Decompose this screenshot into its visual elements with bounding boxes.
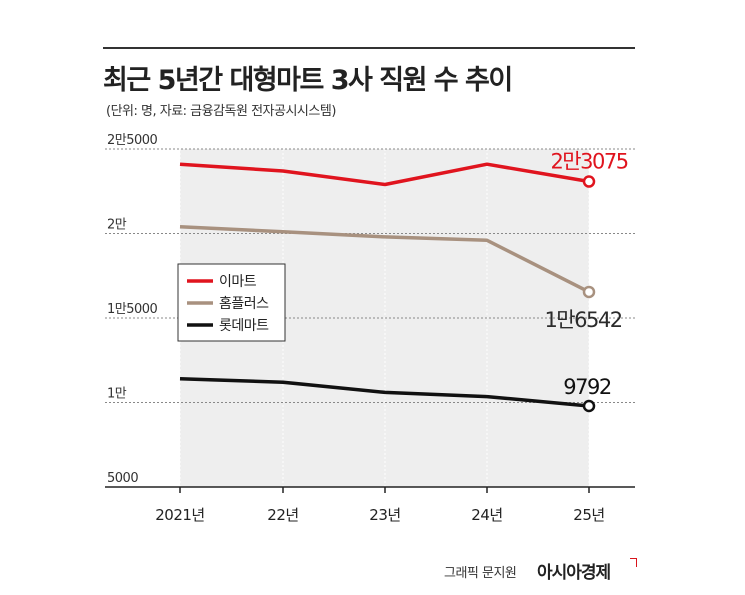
x-tick-label: 25년 [573,506,604,524]
series-end-marker [582,175,596,188]
x-tick-label: 23년 [369,506,400,524]
x-tick-labels: 2021년 22년 23년 24년 25년 [155,506,605,524]
x-tick-label: 22년 [267,506,298,524]
brand-mark-icon [630,558,637,567]
series-end-label: 1만6542 [544,308,621,332]
series-lines [179,162,596,413]
chart-subtitle: (단위: 명, 자료: 금융감독원 전자공시시스템) [106,104,336,119]
x-tick-label: 24년 [471,506,502,524]
legend-label: 홈플러스 [219,296,269,312]
y-tick-label: 1만5000 [107,302,158,317]
series-end-marker [582,399,596,413]
x-tick-label: 2021년 [155,506,204,524]
x-axis [105,486,635,493]
y-tick-label: 1만 [107,387,127,402]
legend-label: 이마트 [219,274,257,290]
grid-lines [105,148,635,487]
graphic-credit: 그래픽 문지원 [444,566,517,581]
chart-title: 최근 5년간 대형마트 3사 직원 수 추이 [103,65,513,96]
brand-logo-text: 아시아경제 [537,563,611,583]
y-tick-label: 2만 [107,218,127,233]
legend-label: 롯데마트 [219,318,269,334]
y-tick-label: 2만5000 [107,133,158,148]
series-line-3 [179,377,590,408]
top-rule [103,47,635,49]
series-end-label: 9792 [563,375,611,399]
series-line-1 [179,162,590,187]
end-labels: 2만3075 1만6542 9792 [544,150,629,399]
series-end-label: 2만3075 [550,150,627,174]
series-end-marker [582,285,596,299]
series-line-2 [179,224,590,294]
y-tick-label: 5000 [107,471,138,486]
